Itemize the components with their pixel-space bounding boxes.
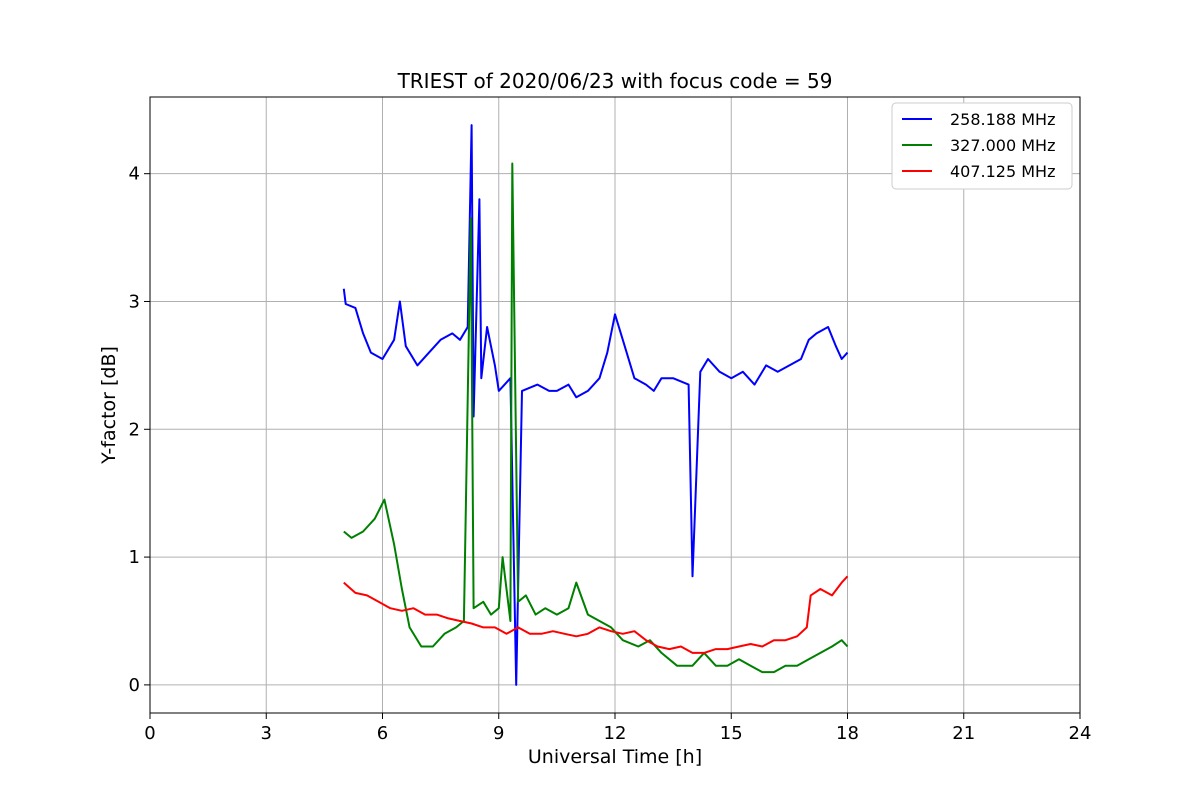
legend-box bbox=[891, 102, 1073, 190]
series-2 bbox=[343, 575, 849, 654]
legend-label: 258.188 MHz bbox=[950, 110, 1055, 129]
x-tick-label: 18 bbox=[836, 723, 859, 744]
x-tick-label: 24 bbox=[1069, 723, 1092, 744]
chart-title: TRIEST of 2020/06/23 with focus code = 5… bbox=[397, 69, 833, 93]
x-tick-label: 12 bbox=[604, 723, 627, 744]
x-axis-title: Universal Time [h] bbox=[528, 746, 702, 768]
x-tick-label: 3 bbox=[261, 723, 272, 744]
y-tick-label: 3 bbox=[129, 291, 140, 312]
y-axis-title: Y-factor [dB] bbox=[98, 346, 120, 465]
x-tick-label: 0 bbox=[144, 723, 155, 744]
x-tick-label: 6 bbox=[377, 723, 388, 744]
x-tick-label: 21 bbox=[952, 723, 975, 744]
y-tick-label: 1 bbox=[129, 547, 140, 568]
y-tick-label: 4 bbox=[129, 164, 140, 185]
x-tick-label: 9 bbox=[493, 723, 504, 744]
series-0 bbox=[342, 124, 849, 686]
legend-label: 327.000 MHz bbox=[950, 136, 1055, 155]
series-layer bbox=[342, 124, 849, 686]
legend: 258.188 MHz 327.000 MHz 407.125 MHz bbox=[891, 102, 1073, 190]
series-1 bbox=[343, 162, 849, 674]
y-tick-label: 0 bbox=[129, 675, 140, 696]
series-line-2 bbox=[343, 575, 849, 654]
y-tick-label: 2 bbox=[129, 419, 140, 440]
x-tick-label: 15 bbox=[720, 723, 743, 744]
series-line-1 bbox=[343, 162, 849, 674]
series-line-0 bbox=[342, 124, 849, 686]
legend-label: 407.125 MHz bbox=[950, 162, 1055, 181]
